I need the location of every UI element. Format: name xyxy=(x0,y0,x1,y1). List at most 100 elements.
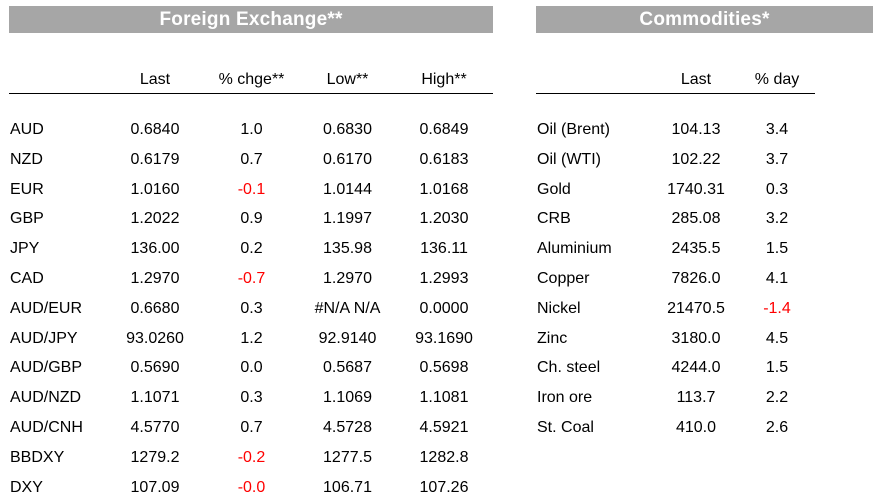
com-row-last: 285.08 xyxy=(671,210,721,227)
fx-row-chge: 1.2 xyxy=(240,330,263,347)
fx-row-high: 107.26 xyxy=(419,479,469,496)
fx-row-chge: -0.1 xyxy=(237,181,266,198)
com-row-name: Iron ore xyxy=(537,389,593,406)
fx-row-name: JPY xyxy=(10,240,40,257)
com-row-last: 113.7 xyxy=(676,389,716,406)
fx-row-low: 4.5728 xyxy=(323,419,372,436)
fx-row-high: 1.0168 xyxy=(419,181,469,198)
fx-row-chge: -0.0 xyxy=(237,479,266,496)
fx-row-chge: 0.0 xyxy=(240,359,263,376)
com-row-name: Oil (WTI) xyxy=(537,151,601,168)
fx-row-high: 0.5698 xyxy=(419,359,469,376)
fx-row-chge: -0.7 xyxy=(237,270,266,287)
com-row-name: Copper xyxy=(537,270,590,287)
fx-row-chge: 0.7 xyxy=(240,151,263,168)
fx-row-low: 1.1069 xyxy=(323,389,372,406)
fx-row-chge: 1.0 xyxy=(240,121,263,138)
fx-row-last: 4.5770 xyxy=(130,419,180,436)
com-row-last: 2435.5 xyxy=(671,240,721,257)
fx-row-name: NZD xyxy=(10,151,43,168)
fx-row-high: 1282.8 xyxy=(419,449,469,466)
fx-row-last: 1.1071 xyxy=(130,389,180,406)
com-row-day: 3.4 xyxy=(765,121,789,138)
fx-row-high: 0.6183 xyxy=(419,151,469,168)
fx-row-low: 0.5687 xyxy=(323,359,372,376)
fx-row-chge: 0.7 xyxy=(240,419,263,436)
fx-col-chge: % chge** xyxy=(218,71,285,88)
fx-row-low: 1.2970 xyxy=(323,270,372,287)
fx-row-name: CAD xyxy=(10,270,44,287)
com-row-day: 2.2 xyxy=(765,389,789,406)
fx-row-low: 1277.5 xyxy=(323,449,372,466)
com-row-day: 1.5 xyxy=(765,359,789,376)
fx-row-name: AUD/EUR xyxy=(10,300,83,317)
com-row-name: Ch. steel xyxy=(537,359,601,376)
fx-row-high: 93.1690 xyxy=(415,330,473,347)
fx-row-last: 1.2970 xyxy=(130,270,180,287)
fx-col-low: Low** xyxy=(326,71,369,88)
com-row-name: Aluminium xyxy=(537,240,612,257)
com-row-name: Nickel xyxy=(537,300,581,317)
fx-row-high: 136.11 xyxy=(420,240,468,257)
com-row-day: 0.3 xyxy=(765,181,789,198)
fx-row-low: 135.98 xyxy=(323,240,372,257)
fx-row-name: AUD/GBP xyxy=(10,359,83,376)
fx-row-chge: 0.2 xyxy=(240,240,263,257)
com-row-last: 7826.0 xyxy=(671,270,721,287)
fx-row-low: 1.0144 xyxy=(323,181,372,198)
com-row-last: 104.13 xyxy=(671,121,721,138)
fx-row-low: 0.6170 xyxy=(323,151,372,168)
fx-row-high: 1.2030 xyxy=(419,210,469,227)
com-col-day: % day xyxy=(754,71,800,88)
fx-title: Foreign Exchange** xyxy=(159,9,343,30)
com-row-last: 102.22 xyxy=(671,151,721,168)
fx-row-low: 106.71 xyxy=(323,479,372,496)
fx-row-last: 0.6179 xyxy=(130,151,180,168)
fx-row-name: AUD/NZD xyxy=(10,389,82,406)
fx-row-chge: 0.3 xyxy=(240,300,263,317)
com-row-day: -1.4 xyxy=(763,300,791,317)
fx-row-name: EUR xyxy=(10,181,44,198)
com-row-day: 3.7 xyxy=(765,151,789,168)
fx-row-low: #N/A N/A xyxy=(314,300,381,317)
fx-row-last: 136.00 xyxy=(130,240,180,257)
fx-row-last: 0.6680 xyxy=(130,300,180,317)
com-row-name: Zinc xyxy=(537,330,568,347)
fx-row-high: 0.6849 xyxy=(419,121,469,138)
fx-row-chge: 0.9 xyxy=(240,210,263,227)
com-row-last: 410.0 xyxy=(675,419,717,436)
fx-row-chge: -0.2 xyxy=(237,449,266,466)
fx-header-rule xyxy=(9,93,493,94)
fx-row-last: 1.0160 xyxy=(130,181,180,198)
com-row-last: 21470.5 xyxy=(667,300,725,317)
commodities-title-banner: Commodities* xyxy=(536,6,873,33)
com-row-name: CRB xyxy=(537,210,571,227)
fx-row-high: 0.0000 xyxy=(419,300,469,317)
fx-row-high: 1.1081 xyxy=(419,389,469,406)
com-row-name: Oil (Brent) xyxy=(537,121,610,138)
fx-col-high: High** xyxy=(421,71,467,88)
fx-row-last: 1.2022 xyxy=(130,210,180,227)
fx-row-name: AUD xyxy=(10,121,44,138)
fx-row-name: AUD/JPY xyxy=(10,330,78,347)
fx-row-low: 1.1997 xyxy=(323,210,372,227)
fx-row-high: 4.5921 xyxy=(419,419,469,436)
com-row-day: 4.1 xyxy=(765,270,789,287)
com-row-day: 1.5 xyxy=(765,240,789,257)
fx-row-last: 107.09 xyxy=(130,479,180,496)
fx-row-name: BBDXY xyxy=(10,449,65,466)
fx-row-high: 1.2993 xyxy=(419,270,469,287)
com-row-last: 1740.31 xyxy=(667,181,725,198)
com-row-day: 4.5 xyxy=(765,330,789,347)
com-row-day: 3.2 xyxy=(765,210,789,227)
com-col-last: Last xyxy=(680,71,712,88)
fx-col-last: Last xyxy=(139,71,171,88)
fx-row-low: 0.6830 xyxy=(323,121,372,138)
fx-row-last: 93.0260 xyxy=(126,330,184,347)
com-row-last: 3180.0 xyxy=(671,330,721,347)
fx-row-name: AUD/CNH xyxy=(10,419,83,436)
com-row-day: 2.6 xyxy=(765,419,789,436)
fx-row-last: 1279.2 xyxy=(130,449,180,466)
com-row-last: 4244.0 xyxy=(671,359,721,376)
com-row-name: Gold xyxy=(537,181,571,198)
